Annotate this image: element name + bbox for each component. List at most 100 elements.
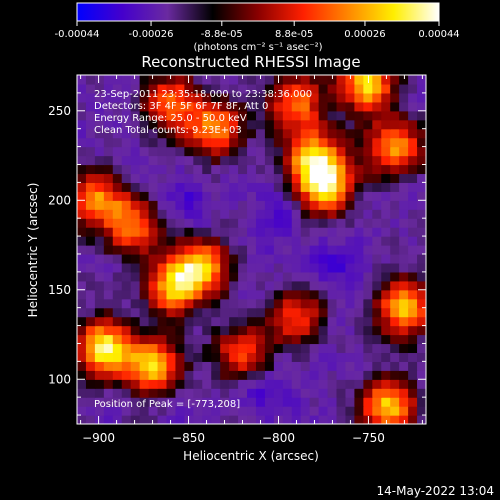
heatmap-cell — [300, 298, 311, 309]
heatmap-cell — [85, 352, 96, 362]
heatmap-cell — [103, 218, 114, 228]
heatmap-cell — [220, 164, 230, 175]
heatmap-cell — [220, 334, 230, 345]
heatmap-cell — [390, 173, 400, 183]
heatmap-cell — [300, 271, 311, 282]
heatmap-cell — [112, 325, 123, 336]
heatmap-cell — [193, 182, 203, 192]
heatmap-cell — [282, 298, 293, 309]
heatmap-cell — [130, 236, 141, 246]
heatmap-cell — [390, 397, 400, 407]
heatmap-cell — [255, 236, 266, 246]
heatmap-cell — [238, 289, 248, 300]
heatmap-cell — [390, 155, 400, 166]
heatmap-cell — [399, 370, 409, 380]
heatmap-cell — [363, 379, 373, 389]
heatmap-cell — [273, 164, 284, 175]
x-tick-label: −800 — [262, 431, 295, 445]
heatmap-cell — [85, 415, 96, 424]
heatmap-cell — [130, 182, 141, 192]
heatmap-cell — [417, 316, 426, 327]
heatmap-cell — [166, 110, 177, 121]
heatmap-cell — [363, 316, 373, 327]
heatmap-cell — [211, 75, 221, 85]
heatmap-cell — [363, 289, 373, 300]
heatmap-cell — [193, 271, 203, 282]
heatmap-cell — [139, 406, 150, 416]
heatmap-cell — [247, 289, 257, 300]
heatmap-cell — [103, 316, 114, 327]
heatmap-cell — [85, 75, 96, 85]
heatmap-cell — [211, 343, 221, 354]
heatmap-cell — [372, 191, 382, 201]
heatmap-cell — [309, 262, 320, 273]
heatmap-cell — [238, 146, 248, 157]
heatmap-cell — [77, 397, 87, 407]
heatmap-cell — [300, 155, 311, 166]
heatmap-cell — [255, 271, 266, 282]
heatmap-cell — [345, 110, 356, 121]
heatmap-cell — [139, 218, 150, 228]
heatmap-cell — [94, 218, 105, 228]
heatmap-cell — [139, 155, 150, 166]
heatmap-cell — [130, 173, 141, 183]
heatmap-cell — [273, 397, 284, 407]
heatmap-cell — [211, 128, 221, 139]
heatmap-cell — [148, 397, 159, 407]
heatmap-cell — [372, 128, 382, 139]
heatmap-cell — [300, 352, 311, 362]
heatmap-cell — [417, 325, 426, 336]
heatmap-cell — [318, 209, 329, 219]
heatmap-cell — [300, 209, 311, 219]
heatmap-cell — [273, 352, 284, 362]
heatmap-cell — [229, 173, 239, 183]
heatmap-cell — [408, 289, 418, 300]
heatmap-cell — [229, 316, 239, 327]
heatmap-cell — [390, 227, 400, 237]
heatmap-cell — [184, 370, 194, 380]
heatmap-cell — [354, 262, 364, 273]
heatmap-cell — [264, 271, 275, 282]
heatmap-cell — [193, 370, 203, 380]
heatmap-cell — [372, 227, 382, 237]
heatmap-cell — [220, 191, 230, 201]
heatmap-cell — [336, 406, 347, 416]
heatmap-cell — [148, 406, 159, 416]
heatmap-cell — [255, 110, 266, 121]
heatmap-cell — [309, 218, 320, 228]
heatmap-cell — [202, 334, 212, 345]
heatmap-cell — [336, 75, 347, 85]
heatmap-cell — [148, 262, 159, 273]
heatmap-cell — [193, 379, 203, 389]
heatmap-cell — [264, 379, 275, 389]
heatmap-cell — [148, 200, 159, 210]
heatmap-cell — [211, 146, 221, 157]
heatmap-cell — [112, 137, 123, 148]
heatmap-cell — [148, 128, 159, 139]
heatmap-cell — [175, 101, 185, 112]
heatmap-cell — [300, 110, 311, 121]
heatmap-cell — [193, 146, 203, 157]
heatmap-cell — [417, 307, 426, 318]
heatmap-cell — [77, 173, 87, 183]
heatmap-cell — [336, 128, 347, 139]
heatmap-cell — [157, 289, 168, 300]
heatmap-cell — [112, 352, 123, 362]
heatmap-cell — [130, 334, 141, 345]
heatmap-cell — [211, 245, 221, 255]
heatmap-cell — [336, 307, 347, 318]
heatmap-cell — [273, 289, 284, 300]
heatmap-cell — [121, 227, 132, 237]
heatmap-cell — [211, 334, 221, 345]
heatmap-cell — [273, 298, 284, 309]
heatmap-cell — [255, 119, 266, 130]
heatmap-cell — [363, 307, 373, 318]
heatmap-cell — [77, 191, 87, 201]
heatmap-cell — [327, 415, 338, 424]
heatmap-cell — [255, 352, 266, 362]
heatmap-cell — [273, 128, 284, 139]
heatmap-cell — [166, 379, 177, 389]
heatmap-cell — [327, 361, 338, 371]
heatmap-cell — [282, 271, 293, 282]
heatmap-cell — [291, 164, 302, 175]
